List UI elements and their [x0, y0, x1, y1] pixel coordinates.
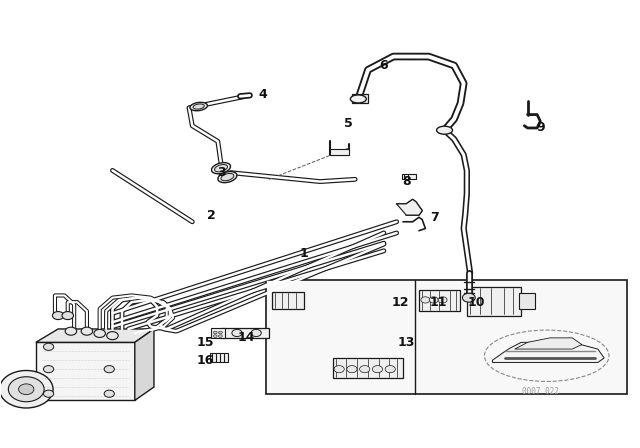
Circle shape: [213, 331, 217, 334]
Ellipse shape: [193, 104, 204, 109]
Circle shape: [232, 329, 242, 336]
Bar: [519, 293, 535, 309]
Text: 3: 3: [217, 166, 225, 179]
Bar: [419, 290, 461, 311]
Text: 12: 12: [391, 296, 408, 309]
Circle shape: [421, 297, 430, 303]
Bar: [330, 150, 349, 155]
Circle shape: [104, 366, 115, 373]
Ellipse shape: [190, 102, 207, 111]
Text: 7: 7: [431, 211, 439, 224]
Circle shape: [107, 332, 118, 340]
Ellipse shape: [218, 172, 237, 183]
Bar: [210, 353, 228, 362]
Bar: [266, 280, 627, 394]
Circle shape: [0, 370, 53, 408]
Circle shape: [429, 297, 438, 303]
Ellipse shape: [436, 126, 452, 134]
Bar: [36, 342, 135, 401]
Circle shape: [44, 343, 54, 350]
Polygon shape: [397, 199, 422, 215]
Text: 11: 11: [429, 296, 447, 309]
Text: 6: 6: [380, 59, 388, 72]
Circle shape: [62, 311, 74, 319]
Bar: [402, 173, 416, 179]
Polygon shape: [515, 338, 582, 349]
Text: 15: 15: [196, 336, 214, 349]
Circle shape: [218, 331, 222, 334]
Polygon shape: [135, 329, 154, 401]
Text: 13: 13: [397, 336, 415, 349]
Circle shape: [251, 329, 261, 336]
Text: 2: 2: [207, 209, 216, 222]
Circle shape: [347, 366, 357, 373]
Bar: [211, 328, 225, 338]
Circle shape: [334, 366, 344, 373]
Text: 14: 14: [238, 332, 255, 345]
Circle shape: [44, 366, 54, 373]
Circle shape: [19, 384, 34, 395]
Circle shape: [218, 335, 222, 337]
Circle shape: [81, 327, 93, 335]
Bar: [467, 287, 521, 315]
Text: 8: 8: [402, 175, 410, 188]
Text: 1: 1: [300, 246, 308, 259]
Bar: [221, 328, 269, 338]
Text: 16: 16: [196, 354, 214, 367]
Circle shape: [385, 366, 396, 373]
Circle shape: [104, 390, 115, 397]
Bar: [333, 358, 403, 378]
Circle shape: [44, 390, 54, 397]
Circle shape: [463, 293, 475, 302]
Text: 0007 022: 0007 022: [522, 387, 559, 396]
Circle shape: [94, 329, 106, 337]
Ellipse shape: [214, 164, 227, 172]
Circle shape: [65, 327, 77, 335]
Ellipse shape: [211, 163, 230, 174]
Circle shape: [438, 297, 447, 303]
Text: 5: 5: [344, 117, 353, 130]
Circle shape: [213, 335, 217, 337]
Circle shape: [52, 311, 64, 319]
Circle shape: [360, 366, 370, 373]
Text: 10: 10: [468, 296, 485, 309]
Bar: [352, 94, 368, 103]
Circle shape: [8, 377, 44, 402]
Text: 9: 9: [536, 121, 545, 134]
Circle shape: [372, 366, 383, 373]
Bar: [272, 292, 304, 309]
Ellipse shape: [221, 173, 234, 181]
Text: 4: 4: [258, 88, 267, 101]
Polygon shape: [492, 342, 604, 362]
Polygon shape: [36, 329, 154, 342]
Ellipse shape: [350, 95, 366, 103]
